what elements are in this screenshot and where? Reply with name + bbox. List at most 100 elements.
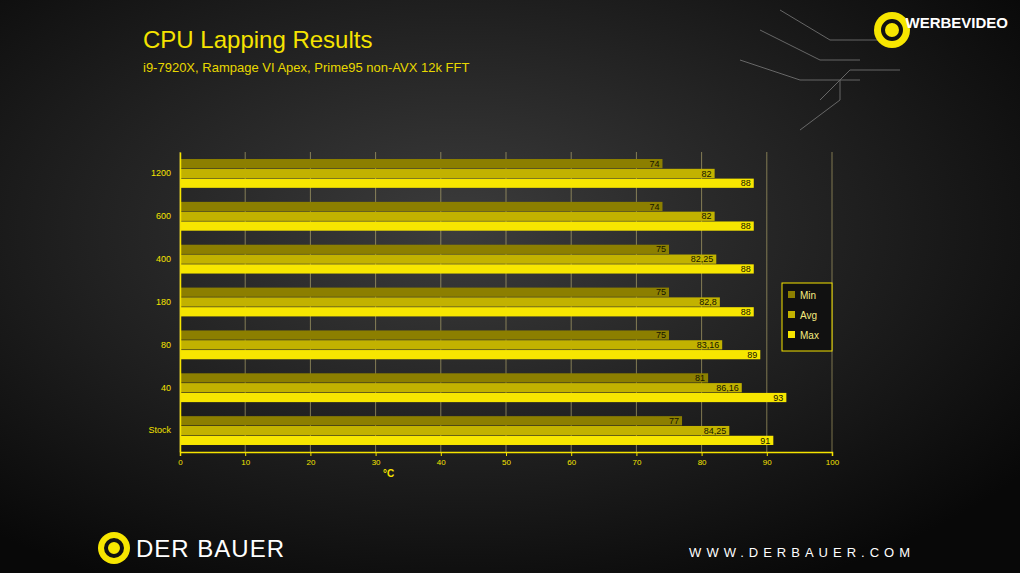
tick: 90	[763, 452, 772, 467]
data-label: 88	[741, 178, 751, 188]
tick: 400	[156, 254, 171, 264]
tick: 50	[502, 452, 511, 467]
circuit-line	[820, 70, 900, 100]
legend-box	[782, 283, 832, 351]
data-label: 89	[747, 350, 757, 360]
tick: 0	[178, 452, 183, 467]
logo-mark	[98, 532, 130, 564]
legend: MinAvgMax	[782, 283, 832, 351]
data-label: 88	[741, 264, 751, 274]
grid-line	[766, 152, 767, 452]
data-label: 86,16	[716, 383, 739, 393]
background	[0, 0, 1020, 573]
tick-mark	[180, 452, 181, 456]
bar	[180, 373, 708, 382]
tick-label: 20	[306, 458, 315, 467]
tick: 100	[826, 452, 840, 467]
tick-label: 90	[763, 458, 772, 467]
data-label: 84,25	[704, 426, 727, 436]
tick-label: 60	[567, 458, 576, 467]
tick-label: 1200	[151, 168, 171, 178]
bar	[180, 340, 722, 349]
data-label: 82,8	[699, 297, 717, 307]
bar	[180, 416, 682, 425]
tick-mark	[832, 452, 833, 456]
watermark: WERBEVIDEO	[905, 14, 1008, 31]
tick-label: 100	[826, 458, 840, 467]
bar	[180, 169, 715, 178]
legend-swatch	[788, 331, 795, 338]
bar	[180, 212, 715, 221]
legend-label: Max	[800, 330, 819, 341]
tick: 20	[306, 452, 315, 467]
bar	[180, 383, 742, 392]
grid	[180, 152, 832, 452]
circuit-line	[740, 60, 860, 80]
tick-label: 10	[241, 458, 250, 467]
bar	[180, 307, 754, 316]
data-label: 75	[656, 330, 666, 340]
legend-label: Avg	[800, 310, 817, 321]
circuit-line	[760, 30, 860, 60]
data-label: 77	[669, 416, 679, 426]
logo-text: DER BAUER	[136, 535, 285, 562]
tick: 10	[241, 452, 250, 467]
tick: 80	[698, 452, 707, 467]
tick: 80	[161, 340, 171, 350]
bar	[180, 255, 716, 264]
tick: 70	[632, 452, 641, 467]
legend-swatch	[788, 311, 795, 318]
data-label: 74	[649, 202, 659, 212]
circuit-line	[780, 10, 880, 40]
data-label: 83,16	[697, 340, 720, 350]
tick: 40	[437, 452, 446, 467]
bar	[180, 330, 669, 339]
tick: 600	[156, 211, 171, 221]
tick-mark	[245, 452, 246, 456]
axis-line	[180, 153, 182, 453]
data-label: 75	[656, 287, 666, 297]
tick-label: 50	[502, 458, 511, 467]
bar	[180, 436, 773, 445]
bar	[180, 297, 720, 306]
bar	[180, 393, 786, 402]
bars	[180, 159, 786, 445]
data-label: 93	[773, 393, 783, 403]
logo-mark	[106, 540, 122, 556]
bar	[180, 245, 669, 254]
bar	[180, 202, 662, 211]
tick-mark	[571, 452, 572, 456]
tick: 180	[156, 297, 171, 307]
tick-label: 180	[156, 297, 171, 307]
bar	[180, 264, 754, 273]
tick-mark	[767, 452, 768, 456]
axis-line	[181, 453, 833, 457]
data-label: 88	[741, 221, 751, 231]
chart: CPU Lapping Resultsi9-7920X, Rampage VI …	[0, 0, 1020, 573]
tick-label: 30	[372, 458, 381, 467]
tick-mark	[376, 452, 377, 456]
data-label: 74	[649, 159, 659, 169]
tick: Stock	[148, 425, 171, 435]
bar	[180, 221, 754, 230]
data-label: 82,25	[691, 254, 714, 264]
y-axis: 1200 600 400 180 80 40 Stock	[148, 153, 180, 453]
axis-title: °C	[383, 468, 394, 479]
x-axis: 0 10 20 30 40 50 60 70 80 90 100	[178, 452, 839, 467]
logo-mark	[883, 21, 901, 39]
tick-label: 0	[178, 458, 183, 467]
tick-label: 80	[161, 340, 171, 350]
tick: 30	[372, 452, 381, 467]
tick-label: 80	[698, 458, 707, 467]
bar	[180, 159, 662, 168]
bar	[180, 350, 760, 359]
tick-mark	[636, 452, 637, 456]
tick-mark	[506, 452, 507, 456]
legend-swatch	[788, 291, 795, 298]
tick-label: 40	[161, 383, 171, 393]
grid-line	[180, 152, 181, 452]
data-label: 75	[656, 244, 666, 254]
tick-mark	[310, 452, 311, 456]
circuit-line	[800, 80, 840, 130]
tick-label: 40	[437, 458, 446, 467]
